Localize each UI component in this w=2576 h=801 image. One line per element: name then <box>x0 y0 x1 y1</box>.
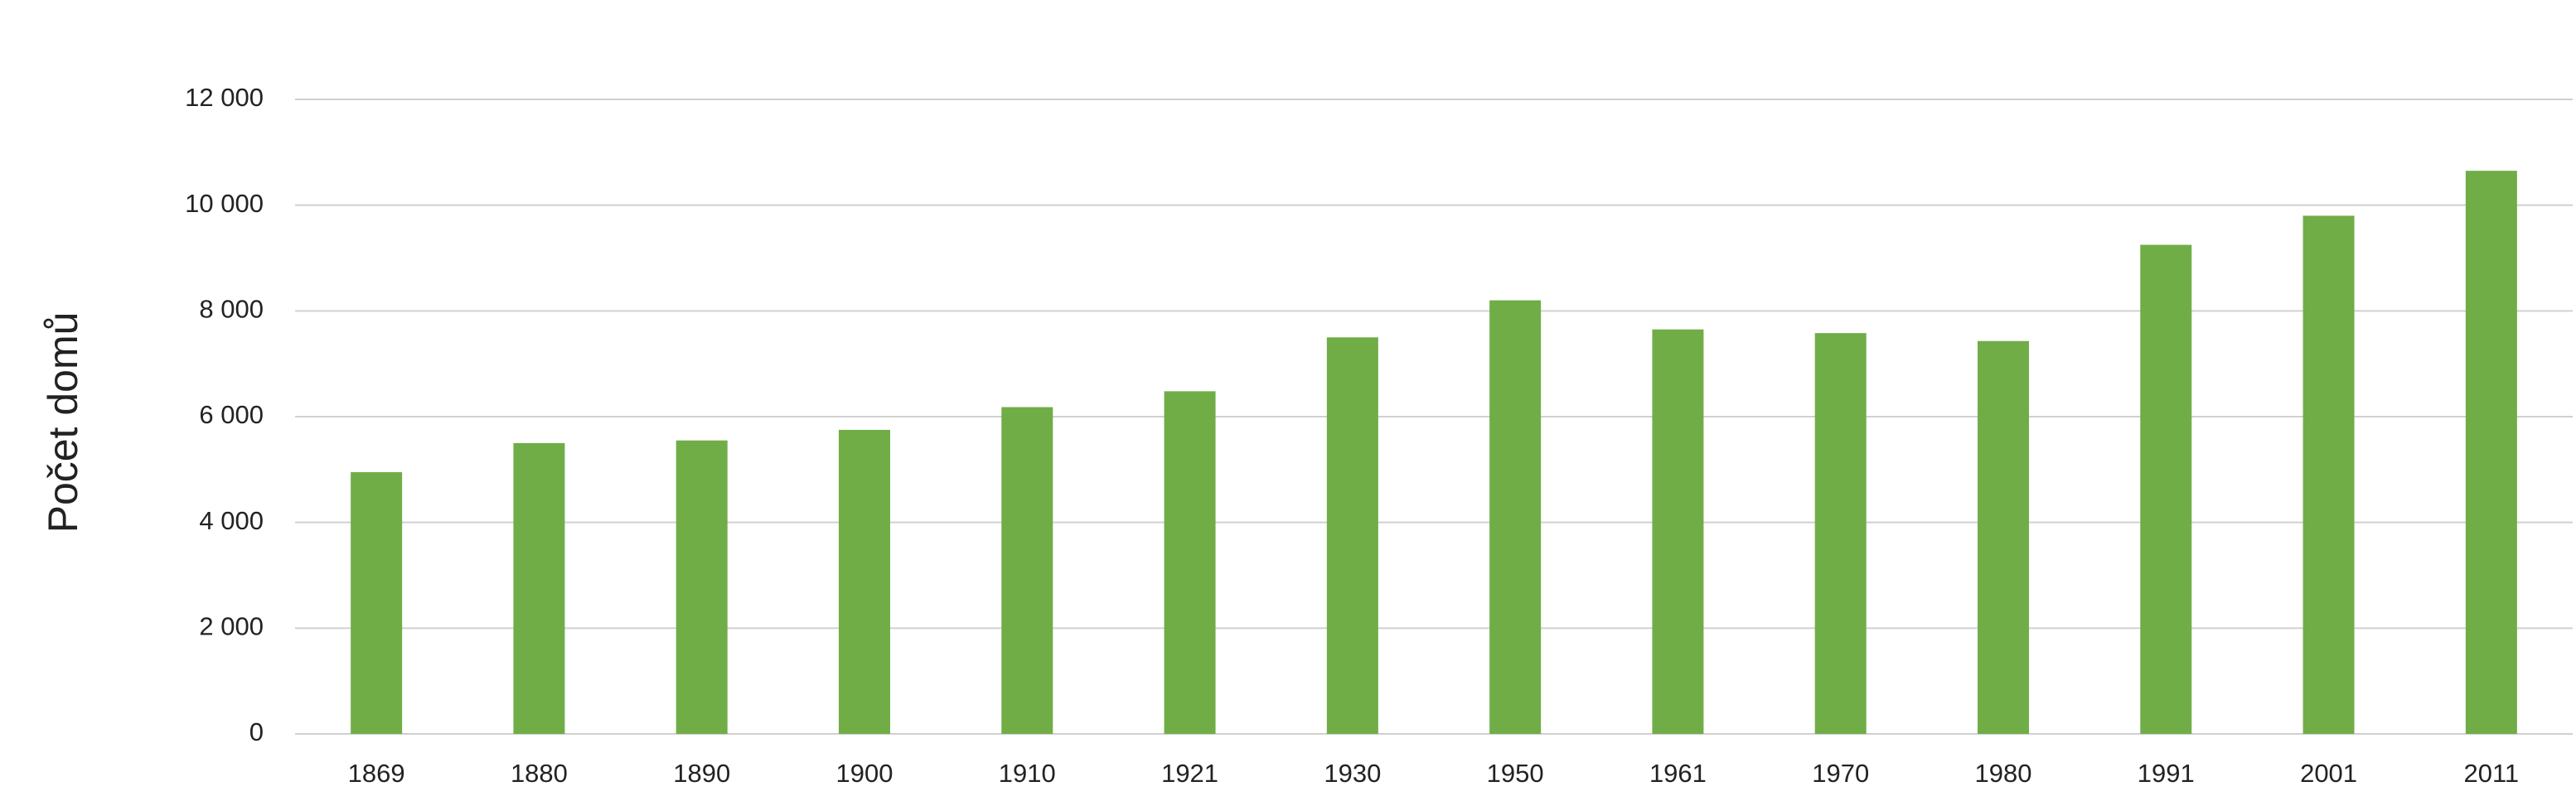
y-tick-label: 2 000 <box>199 612 264 641</box>
bar <box>675 440 728 734</box>
bar <box>839 429 890 734</box>
bar <box>1652 329 1704 734</box>
x-tick-label: 1950 <box>1487 759 1544 788</box>
y-tick-label: 8 000 <box>199 295 264 324</box>
bar <box>1164 391 1216 734</box>
y-tick-label: 10 000 <box>185 189 264 218</box>
x-tick-label: 1900 <box>836 759 893 788</box>
y-axis-label: Počet domů <box>40 312 86 533</box>
x-tick-label: 1880 <box>511 759 568 788</box>
bar <box>513 442 565 734</box>
x-tick-label: 1921 <box>1161 759 1218 788</box>
x-tick-label: 1991 <box>2138 759 2195 788</box>
y-tick-label: 6 000 <box>199 400 264 429</box>
x-tick-label: 1961 <box>1649 759 1707 788</box>
y-tick-label: 4 000 <box>199 506 264 535</box>
bar <box>1814 333 1867 734</box>
x-tick-label: 1970 <box>1812 759 1869 788</box>
bar <box>1489 300 1542 735</box>
x-tick-label: 2001 <box>2300 759 2357 788</box>
bar <box>1326 337 1378 734</box>
x-tick-label: 1930 <box>1324 759 1381 788</box>
x-tick-label: 1910 <box>999 759 1056 788</box>
y-tick-label: 0 <box>249 717 264 746</box>
x-tick-label: 1890 <box>673 759 730 788</box>
bar <box>1001 407 1053 734</box>
bar <box>351 472 403 734</box>
x-tick-label: 1980 <box>1975 759 2032 788</box>
bar <box>2302 215 2355 734</box>
bar <box>2140 244 2192 735</box>
bar <box>1978 340 2029 734</box>
x-tick-label: 1869 <box>348 759 405 788</box>
bar <box>2465 171 2517 735</box>
x-tick-label: 2011 <box>2464 759 2520 788</box>
y-tick-label: 12 000 <box>185 83 264 112</box>
